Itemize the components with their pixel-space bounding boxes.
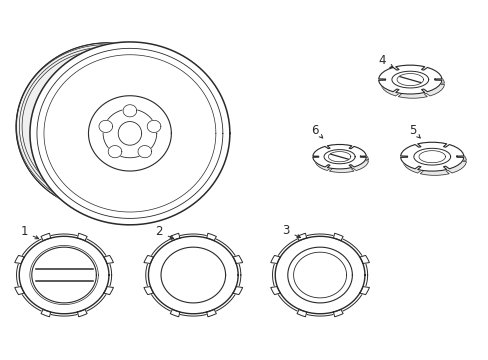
Polygon shape [77,233,87,241]
Text: 5: 5 [408,124,419,138]
Polygon shape [30,42,229,225]
Polygon shape [123,105,137,117]
Polygon shape [380,69,444,98]
Polygon shape [312,144,366,169]
Polygon shape [88,96,171,171]
Polygon shape [233,287,242,294]
Polygon shape [148,236,238,314]
Polygon shape [145,234,241,316]
Polygon shape [296,233,306,241]
Polygon shape [108,145,122,158]
Polygon shape [17,234,111,316]
Polygon shape [272,234,367,316]
Polygon shape [324,150,354,164]
Polygon shape [15,287,24,294]
Polygon shape [287,247,352,303]
Polygon shape [138,145,151,158]
Polygon shape [103,255,113,264]
Polygon shape [387,65,434,74]
Polygon shape [275,236,364,314]
Polygon shape [378,65,441,94]
Text: 1: 1 [20,225,39,239]
Polygon shape [333,233,343,241]
Polygon shape [32,247,96,303]
Polygon shape [77,309,87,317]
Polygon shape [206,309,216,317]
Polygon shape [103,287,113,294]
Polygon shape [233,255,242,264]
Polygon shape [409,142,456,152]
Polygon shape [402,147,466,175]
Text: 4: 4 [378,54,392,68]
Polygon shape [143,287,153,294]
Polygon shape [170,233,180,241]
Polygon shape [19,236,109,314]
Polygon shape [321,144,360,152]
Polygon shape [359,255,368,264]
Polygon shape [15,255,24,264]
Polygon shape [413,148,449,165]
Polygon shape [296,309,306,317]
Polygon shape [391,71,428,88]
Polygon shape [99,120,112,132]
Polygon shape [333,309,343,317]
Text: 2: 2 [155,225,173,239]
Polygon shape [400,142,463,171]
Polygon shape [170,309,180,317]
Polygon shape [118,122,142,145]
Polygon shape [314,148,368,172]
Text: 3: 3 [282,224,300,238]
Polygon shape [161,247,225,303]
Polygon shape [16,43,200,211]
Polygon shape [206,233,216,241]
Polygon shape [270,287,280,294]
Polygon shape [359,287,368,294]
Polygon shape [147,120,161,132]
Text: 6: 6 [311,124,322,138]
Polygon shape [143,255,153,264]
Polygon shape [41,309,51,317]
Polygon shape [16,42,130,225]
Polygon shape [270,255,280,264]
Polygon shape [41,233,51,241]
